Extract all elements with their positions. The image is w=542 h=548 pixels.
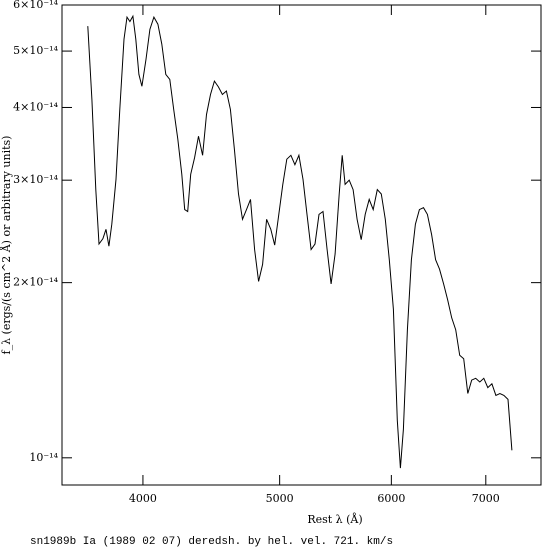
y-axis-label: f_λ (ergs/(s cm^2 Å) or arbitrary units) <box>0 136 13 355</box>
y-tick-label: 6×10⁻¹⁴ <box>13 0 58 11</box>
y-tick-label: 2×10⁻¹⁴ <box>13 276 58 289</box>
x-tick-label: 6000 <box>377 492 405 505</box>
plot-frame <box>61 4 542 486</box>
x-axis-label: Rest λ (Å) <box>307 512 362 526</box>
caption: sn1989b Ia (1989 02 07) deredsh. by hel.… <box>30 536 393 548</box>
y-tick-label: 4×10⁻¹⁴ <box>13 100 58 113</box>
spectrum-line <box>87 14 513 469</box>
x-tick-label: 4000 <box>129 492 157 505</box>
x-tick-label: 5000 <box>266 492 294 505</box>
y-tick-label: 3×10⁻¹⁴ <box>13 173 58 186</box>
y-tick-label: 5×10⁻¹⁴ <box>13 44 58 57</box>
y-tick-label: 10⁻¹⁴ <box>29 451 58 464</box>
x-tick-label: 7000 <box>472 492 500 505</box>
